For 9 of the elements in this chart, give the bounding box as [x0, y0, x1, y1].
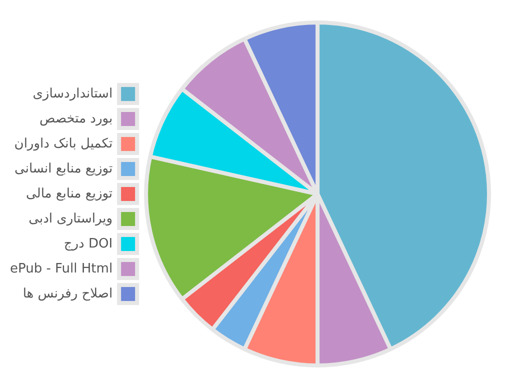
legend-label: بورد متخصص: [40, 111, 113, 126]
legend-label: تکمیل بانک داوران: [14, 136, 113, 152]
legend-label: توزیع منابع انسانی: [14, 161, 113, 176]
legend-label: ویراستاری ادبی: [28, 211, 113, 226]
legend-label: استانداردسازی: [32, 86, 113, 102]
legend-label: درج DOI: [64, 236, 113, 252]
legend-label: ePub - Full Html: [10, 261, 113, 276]
legend-label: اصلاح رفرنس ها: [22, 286, 113, 302]
legend-label: توزیع منابع مالی: [26, 186, 113, 202]
